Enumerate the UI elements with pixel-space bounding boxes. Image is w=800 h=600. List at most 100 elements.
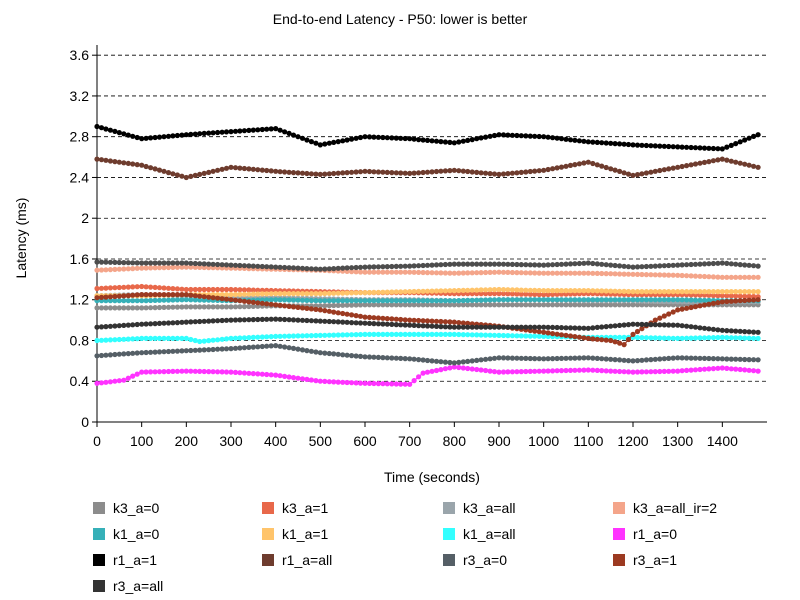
y-tick-label-8: 3.2 [70, 88, 90, 104]
data-point-5-106 [567, 288, 574, 294]
data-point-9-111 [590, 160, 596, 167]
data-point-4-66 [389, 298, 395, 304]
data-point-8-9 [134, 134, 140, 141]
data-point-8-96 [523, 133, 529, 139]
data-point-6-127 [661, 335, 667, 341]
data-point-3-136 [701, 273, 708, 280]
data-point-4-68 [398, 298, 404, 304]
data-point-13-109 [581, 260, 587, 266]
data-point-0-0 [94, 305, 100, 311]
data-point-10-138 [710, 356, 717, 362]
data-point-10-130 [675, 355, 681, 361]
data-point-7-133 [688, 367, 694, 373]
data-point-4-83 [465, 297, 471, 303]
data-point-1-17 [170, 286, 176, 292]
data-point-10-111 [590, 355, 596, 361]
data-point-11-119 [625, 336, 632, 343]
data-point-13-50 [317, 266, 323, 272]
data-point-12-62 [371, 321, 377, 327]
data-point-10-81 [456, 359, 462, 365]
data-point-12-37 [259, 316, 265, 322]
data-point-4-117 [617, 297, 623, 303]
data-point-6-143 [733, 335, 739, 341]
data-point-12-87 [483, 324, 489, 330]
data-point-3-17 [170, 264, 176, 270]
data-point-9-67 [393, 170, 399, 176]
data-point-9-133 [688, 162, 694, 168]
data-point-13-54 [335, 265, 341, 271]
data-point-11-14 [156, 292, 163, 298]
data-point-4-14 [156, 297, 163, 303]
data-point-11-18 [174, 292, 180, 298]
y-tick-label-5: 2 [81, 210, 89, 226]
data-point-8-32 [237, 128, 243, 134]
data-point-13-14 [156, 260, 163, 266]
data-point-13-70 [407, 263, 413, 269]
data-point-13-93 [509, 261, 515, 267]
data-point-6-83 [465, 332, 471, 338]
data-point-8-20 [183, 132, 189, 138]
data-point-4-131 [679, 297, 685, 303]
data-point-13-131 [679, 262, 685, 268]
data-point-4-114 [603, 297, 609, 303]
data-point-4-3 [107, 298, 113, 304]
legend-swatch-10 [443, 554, 455, 566]
data-point-9-73 [420, 169, 426, 176]
data-point-13-56 [344, 265, 350, 271]
data-point-8-11 [143, 135, 149, 141]
data-point-6-78 [442, 331, 448, 337]
data-point-3-4 [112, 266, 118, 272]
data-point-13-46 [299, 265, 306, 271]
data-point-8-62 [371, 134, 377, 140]
data-point-5-55 [340, 290, 346, 296]
data-point-7-0 [94, 380, 100, 386]
data-point-0-81 [456, 302, 462, 308]
data-point-3-100 [541, 270, 547, 276]
data-point-13-32 [237, 262, 243, 269]
data-point-8-39 [268, 126, 274, 132]
data-point-6-26 [210, 337, 216, 343]
data-point-7-61 [366, 380, 373, 386]
data-point-0-104 [558, 302, 565, 308]
data-point-1-96 [523, 291, 529, 297]
data-point-8-99 [536, 133, 542, 140]
data-point-10-129 [670, 355, 676, 361]
data-point-11-99 [536, 329, 542, 335]
data-point-13-40 [273, 264, 279, 270]
data-point-3-132 [684, 273, 690, 279]
data-point-12-20 [183, 319, 189, 325]
data-point-4-73 [420, 298, 426, 304]
data-point-11-109 [581, 335, 587, 341]
data-point-0-31 [232, 304, 239, 310]
y-axis-label: Latency (ms) [13, 198, 29, 279]
data-point-11-117 [617, 340, 623, 346]
data-point-9-21 [188, 173, 194, 179]
data-point-8-103 [554, 135, 560, 141]
data-point-5-121 [634, 289, 641, 295]
data-point-4-61 [366, 298, 373, 304]
data-point-13-85 [474, 261, 480, 267]
data-point-13-25 [206, 261, 212, 267]
data-point-5-110 [585, 288, 591, 294]
data-point-8-89 [491, 132, 498, 139]
data-point-3-6 [121, 266, 127, 272]
data-point-8-124 [648, 143, 654, 149]
data-point-6-146 [746, 335, 752, 341]
data-point-13-9 [134, 260, 140, 266]
data-point-11-41 [277, 302, 283, 308]
data-point-9-7 [125, 160, 131, 166]
data-point-0-30 [228, 304, 234, 310]
data-point-4-118 [621, 297, 627, 303]
data-point-12-60 [362, 320, 368, 326]
data-point-8-46 [299, 135, 306, 141]
data-point-5-100 [541, 288, 547, 294]
data-point-0-102 [550, 302, 556, 308]
data-point-9-26 [210, 168, 216, 174]
data-point-3-92 [505, 269, 511, 275]
data-point-5-58 [353, 290, 359, 296]
data-point-13-26 [210, 261, 216, 267]
data-point-4-98 [532, 297, 538, 303]
data-point-11-31 [232, 297, 239, 303]
data-point-10-96 [523, 355, 529, 361]
data-point-0-2 [103, 305, 109, 311]
